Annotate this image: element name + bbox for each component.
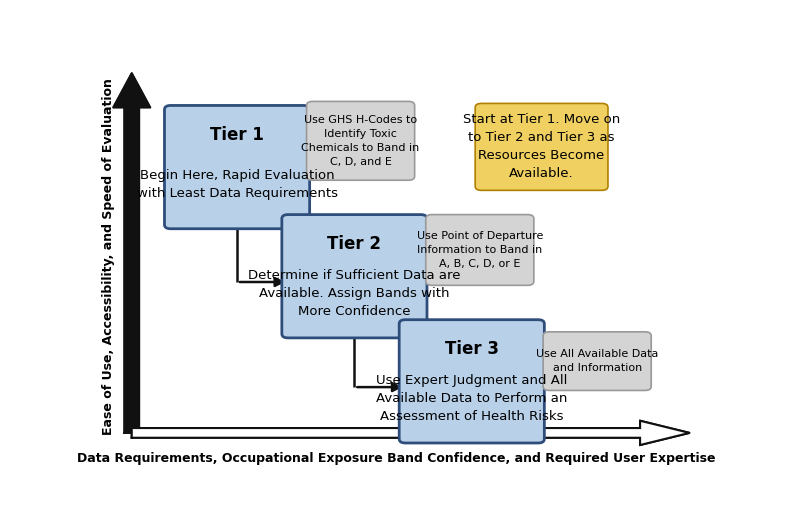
Text: Tier 2: Tier 2: [328, 235, 382, 253]
FancyBboxPatch shape: [399, 320, 544, 443]
Text: Begin Here, Rapid Evaluation
with Least Data Requirements: Begin Here, Rapid Evaluation with Least …: [136, 169, 338, 200]
Text: Use All Available Data
and Information: Use All Available Data and Information: [536, 349, 658, 373]
Text: Use Point of Departure
Information to Band in
A, B, C, D, or E: Use Point of Departure Information to Ba…: [417, 231, 543, 269]
FancyBboxPatch shape: [475, 103, 608, 191]
FancyBboxPatch shape: [164, 106, 309, 229]
Text: Tier 3: Tier 3: [445, 340, 499, 358]
Text: Ease of Use, Accessibility, and Speed of Evaluation: Ease of Use, Accessibility, and Speed of…: [102, 79, 116, 435]
Text: Use Expert Judgment and All
Available Data to Perform an
Assessment of Health Ri: Use Expert Judgment and All Available Da…: [376, 374, 567, 423]
Polygon shape: [132, 421, 689, 445]
Text: Tier 1: Tier 1: [210, 126, 264, 144]
Text: Use GHS H-Codes to
Identify Toxic
Chemicals to Band in
C, D, and E: Use GHS H-Codes to Identify Toxic Chemic…: [301, 115, 420, 167]
FancyBboxPatch shape: [307, 101, 414, 180]
FancyBboxPatch shape: [282, 215, 427, 338]
Text: Data Requirements, Occupational Exposure Band Confidence, and Required User Expe: Data Requirements, Occupational Exposure…: [77, 452, 716, 465]
FancyBboxPatch shape: [426, 215, 534, 286]
Polygon shape: [113, 73, 151, 433]
FancyBboxPatch shape: [543, 332, 651, 391]
Text: Determine if Sufficient Data are
Available. Assign Bands with
More Confidence: Determine if Sufficient Data are Availab…: [248, 269, 461, 318]
Polygon shape: [132, 421, 689, 445]
Text: Start at Tier 1. Move on
to Tier 2 and Tier 3 as
Resources Become
Available.: Start at Tier 1. Move on to Tier 2 and T…: [463, 113, 620, 181]
